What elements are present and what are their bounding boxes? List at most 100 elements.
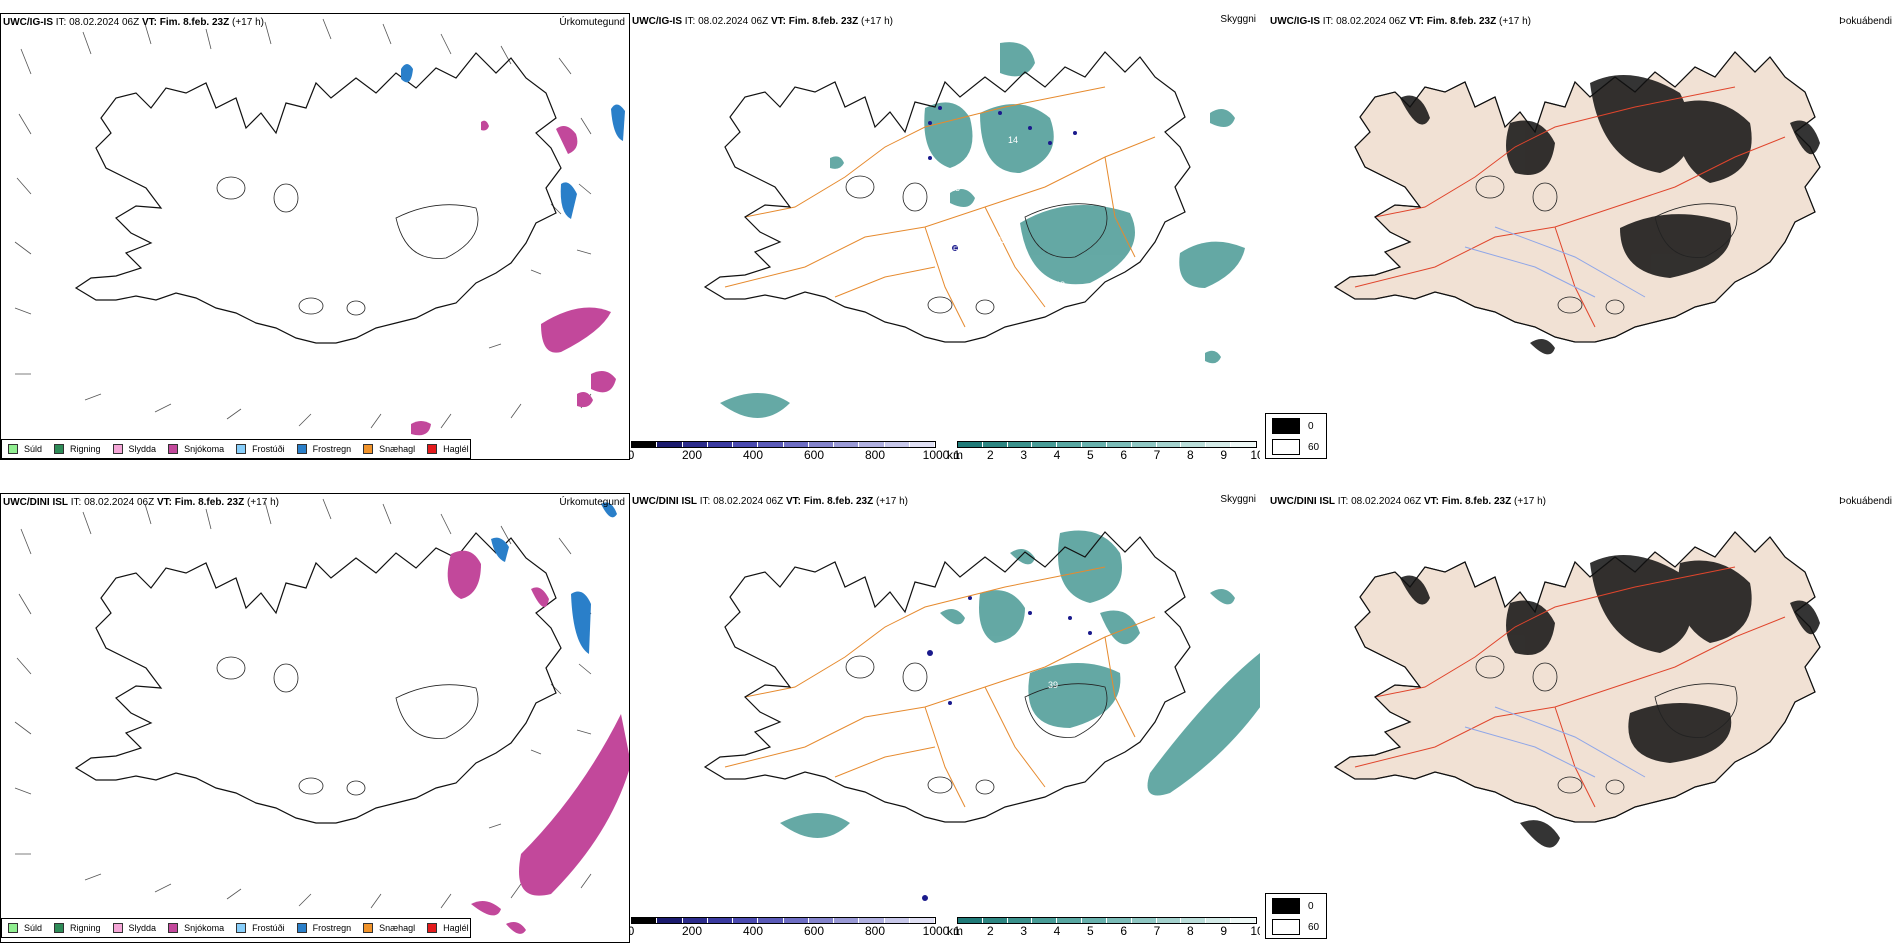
colorbar-tick: 200 — [681, 448, 703, 460]
legend-swatch — [296, 444, 307, 454]
low-visibility-areas — [720, 42, 1245, 418]
value-label: 841 — [1048, 758, 1063, 768]
value-label: 188 — [948, 729, 963, 739]
legend-swatch — [112, 923, 123, 933]
colorbar-step — [758, 442, 784, 447]
visibility-colorbar: 1 2 3 4 5 6 7 8 9 10 km — [947, 917, 1260, 938]
value-label: 25 — [950, 183, 960, 193]
it-label: IT: — [1337, 496, 1349, 507]
colorbar-tick: 0 — [630, 448, 635, 460]
row1-visibility-panel: 92 14 25 10 09 24 25 153 548 2 UWC/IG-IS… — [630, 13, 1260, 460]
value-label: 2 — [1060, 335, 1065, 345]
row1-header: UWC/IG-IS IT: 08.02.2024 06Z VT: Fim. 8.… — [632, 16, 893, 28]
legend-item: Haglél — [427, 923, 469, 933]
colorbar-tick: 800 — [864, 924, 886, 938]
row2-header: UWC/DINI ISL IT: 08.02.2024 06Z VT: Fim.… — [632, 496, 908, 508]
value-label: 125 — [926, 893, 941, 903]
fog-legend-label: 60 — [1308, 441, 1320, 453]
value-label: 75 — [992, 650, 1002, 660]
panel-title: Skyggni — [1220, 14, 1256, 25]
colorbar-unit: m — [630, 448, 631, 460]
colorbar-step — [859, 442, 885, 447]
it-value: 08.02.2024 06Z — [69, 17, 140, 28]
colorbar-step — [682, 918, 708, 923]
colorbar-step — [1231, 918, 1256, 923]
vt-label: VT: — [770, 16, 786, 27]
it-value: 08.02.2024 06Z — [713, 496, 784, 507]
colorbar-step — [1206, 442, 1232, 447]
legend-label: Frostúði — [252, 444, 285, 454]
colorbar-tick: 800 — [864, 448, 886, 460]
fog-legend-label: 0 — [1308, 420, 1314, 432]
colorbar-step — [632, 442, 658, 447]
value-label: 548 — [1050, 280, 1065, 290]
colorbar-tick: 8 — [1186, 448, 1194, 460]
legend-label: Haglél — [443, 444, 469, 454]
value-label: 25 — [996, 235, 1006, 245]
colorbar-step — [783, 442, 809, 447]
it-label: IT: — [699, 496, 711, 507]
it-label: IT: — [684, 16, 696, 27]
colorbar-tick: 5 — [1086, 924, 1094, 938]
colorbar-unit: m — [630, 924, 631, 938]
model-name: UWC/IG-IS — [3, 17, 53, 28]
legend-swatch — [363, 923, 374, 933]
colorbar-step — [1082, 918, 1107, 923]
vt-label: VT: — [141, 17, 157, 28]
low-cloud-base — [922, 596, 1092, 901]
fog-legend: 0 60 — [1265, 413, 1327, 459]
colorbar-tick: 400 — [742, 924, 764, 938]
legend-swatch — [168, 923, 179, 933]
model-name: UWC/DINI ISL — [3, 497, 68, 508]
legend-label: Rigning — [70, 444, 101, 454]
colorbar-tick: 1 — [953, 924, 961, 938]
colorbar-tick: 600 — [803, 924, 825, 938]
legend-item: Súld — [8, 923, 42, 933]
fog-index-dark-areas — [1400, 555, 1820, 848]
colorbar-step — [958, 918, 983, 923]
panel-title: Úrkomutegund — [559, 497, 625, 508]
panel-title: Skyggni — [1220, 494, 1256, 505]
legend-label: Súld — [24, 923, 43, 933]
value-label: 83 — [962, 678, 972, 688]
row2-visibility-panel: 92 75 756 83 39 188 841 125 UWC/DINI ISL… — [630, 493, 1260, 943]
colorbar-step — [1206, 918, 1232, 923]
precip-blobs — [401, 64, 625, 436]
fog-legend-label: 0 — [1308, 900, 1314, 912]
legend-label: Súld — [24, 444, 43, 454]
legend-item: Frostúði — [236, 444, 285, 454]
fog-legend-item: 0 — [1272, 418, 1314, 434]
legend-item: Slydda — [112, 444, 156, 454]
colorbar-step — [632, 918, 658, 923]
row2-precip-type-panel: UWC/DINI ISL IT: 08.02.2024 06Z VT: Fim.… — [0, 493, 630, 943]
row2-header: UWC/DINI ISL IT: 08.02.2024 06Z VT: Fim.… — [1270, 496, 1546, 508]
colorbar-step — [834, 918, 860, 923]
row1-header: UWC/IG-IS IT: 08.02.2024 06Z VT: Fim. 8.… — [3, 17, 264, 29]
row2-visibility-map: 92 75 756 83 39 188 841 125 — [630, 530, 1260, 903]
fog-index-dark-areas — [1400, 75, 1820, 355]
lead-time: (+17 h) — [247, 497, 279, 508]
legend-item: Súld — [8, 444, 42, 454]
fog-legend-item: 60 — [1272, 439, 1319, 455]
fog-legend-swatch — [1272, 919, 1300, 935]
colorbar-step — [707, 442, 733, 447]
colorbar-tick: 7 — [1153, 448, 1161, 460]
colorbar-step — [1106, 918, 1132, 923]
row2-header: UWC/DINI ISL IT: 08.02.2024 06Z VT: Fim.… — [3, 497, 279, 509]
row1-visibility-map: 92 14 25 10 09 24 25 153 548 2 — [630, 42, 1245, 418]
colorbar-step — [1007, 918, 1033, 923]
legend-swatch — [236, 444, 247, 454]
colorbar-tick: 5 — [1086, 448, 1094, 460]
colorbar-step — [982, 442, 1008, 447]
fog-legend-item: 60 — [1272, 919, 1319, 935]
fog-legend-label: 60 — [1308, 921, 1320, 933]
legend-label: Snjókoma — [184, 444, 225, 454]
legend-item: Rigning — [54, 923, 101, 933]
colorbar-step — [1057, 442, 1083, 447]
colorbar-unit: km — [947, 448, 963, 460]
colorbar-tick: 9 — [1220, 924, 1227, 938]
row1-fog-panel: UWC/IG-IS IT: 08.02.2024 06Z VT: Fim. 8.… — [1260, 13, 1900, 460]
colorbar-step — [909, 442, 935, 447]
colorbar-step — [1156, 918, 1182, 923]
colorbar-tick: 0 — [630, 924, 635, 938]
